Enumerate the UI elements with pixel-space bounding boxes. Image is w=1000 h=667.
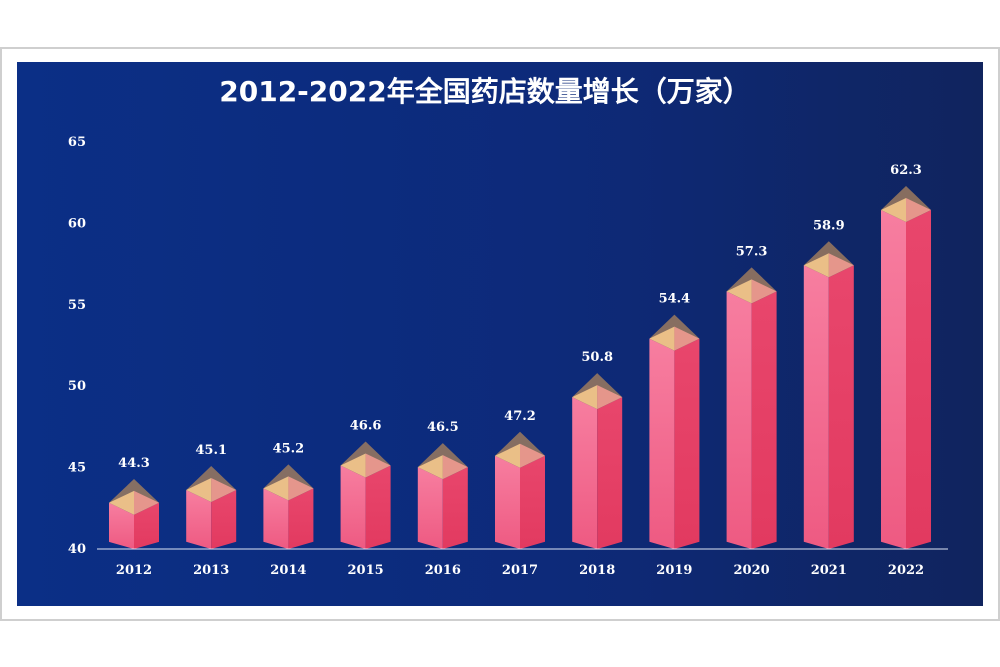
bar-cap-highlight-right [442,455,468,480]
bar-face-right [134,502,159,549]
bar-cap-highlight-left [417,455,443,480]
bar-cap-highlight-left [186,477,212,502]
bar [881,185,931,549]
bar [340,441,391,549]
bar-value-label: 62.3 [890,163,922,178]
bar [417,443,468,549]
bar-cap-highlight-left [109,490,134,515]
bar-face-right [674,338,700,549]
bar-cap-highlight-right [134,490,159,515]
bar-face-left [726,291,752,549]
bar-cap-highlight-left [495,443,520,468]
bar-face-left [340,465,366,549]
x-tick-label: 2018 [579,563,615,578]
bar-face-left [263,488,289,549]
x-tick-label: 2013 [193,563,229,578]
bar-cap-highlight-left [340,453,366,478]
bar-value-label: 46.5 [427,420,459,435]
bar-cap-highlight-right [751,279,777,304]
bar-face-right [597,397,623,549]
bar [803,241,854,549]
bar-value-label: 45.1 [195,443,227,458]
y-tick-label: 45 [68,461,86,476]
bar [649,314,700,549]
bar-face-left [186,489,212,549]
bar-cap-highlight-right [674,326,700,351]
bar-value-label: 46.6 [350,419,382,434]
y-axis: 40 45 50 55 60 65 [68,135,86,557]
bar-cap-highlight-right [597,385,623,410]
bar-face-left [109,502,134,549]
x-tick-label: 2021 [811,563,847,578]
bar-value-label: 47.2 [504,409,536,424]
y-tick-label: 55 [68,298,86,313]
bar-face-right [828,265,854,549]
bar-cap-highlight-right [828,253,854,278]
bar-face-right [442,467,468,549]
bar-cap-highlight-left [881,197,906,222]
bar-face-right [751,291,777,549]
bar-face-left [881,209,906,549]
bar [186,465,237,549]
bar-value-label: 54.4 [659,292,691,307]
bar-cap-highlight-right [520,443,545,468]
bar-value-label: 45.2 [273,441,305,456]
x-tick-label: 2019 [656,563,692,578]
bar-face-right [365,465,391,549]
bar-value-label: 44.3 [118,456,150,471]
bar [263,464,314,549]
x-tick-label: 2022 [888,563,924,578]
bar-cap-highlight-left [263,476,289,501]
bar-cap-highlight-right [906,197,931,222]
bar-cap-highlight-right [288,476,314,501]
x-tick-label: 2014 [270,563,306,578]
y-tick-label: 60 [68,216,86,231]
chart-title: 2012-2022年全国药店数量增长（万家） [219,75,750,108]
bar-cap-highlight-left [803,253,829,278]
bar-face-right [288,488,314,549]
y-tick-label: 50 [68,379,86,394]
bar-face-right [211,489,237,549]
y-tick-label: 40 [68,542,86,557]
bar [495,431,545,549]
bar-value-label: 50.8 [581,350,613,365]
bar-cap-highlight-left [572,385,598,410]
bar-face-right [520,455,545,549]
bar-cap-highlight-left [649,326,675,351]
bar-face-left [649,338,675,549]
bar [572,373,623,549]
bar-face-left [495,455,520,549]
bar-value-label: 57.3 [736,244,768,259]
bar [726,267,777,549]
x-tick-label: 2012 [116,563,152,578]
x-tick-label: 2020 [734,563,770,578]
bar [109,478,159,549]
y-tick-label: 65 [68,135,86,150]
bar-face-left [417,467,443,549]
bar-series: 44.3 45.1 45.2 46.6 46.5 47.2 50.8 54.4 57.3 58.9… [109,163,931,549]
bar-face-right [906,209,931,549]
x-tick-label: 2015 [348,563,384,578]
bar-cap-highlight-left [726,279,752,304]
x-tick-label: 2017 [502,563,538,578]
bar-face-left [803,265,829,549]
bar-value-label: 58.9 [813,218,845,233]
x-axis: 2012 2013 2014 2015 2016 2017 2018 2019 2020 2021… [116,563,924,578]
bar-face-left [572,397,598,549]
x-tick-label: 2016 [425,563,461,578]
bar-cap-highlight-right [365,453,391,478]
bar-cap-highlight-right [211,477,237,502]
